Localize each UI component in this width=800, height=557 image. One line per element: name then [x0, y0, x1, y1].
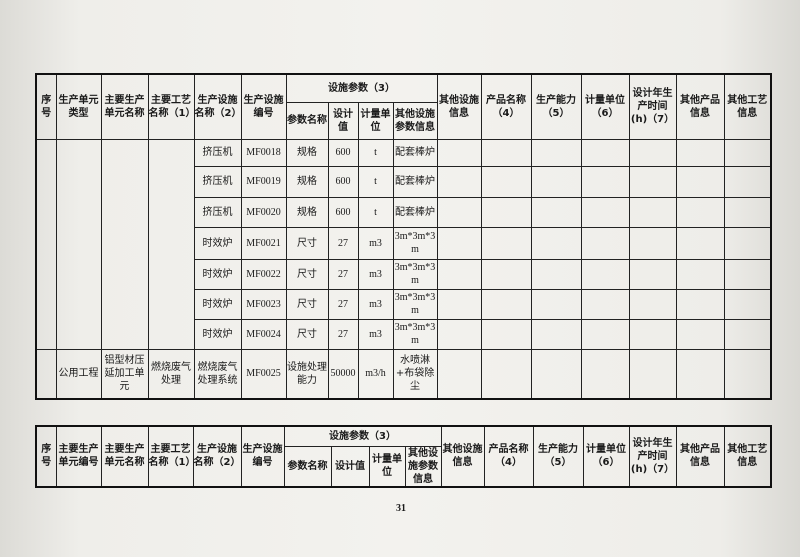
- header-facility-name: 生产设施名称（2）: [193, 73, 242, 140]
- cell-facility-code: MF0025: [240, 348, 287, 400]
- cell-facility-name: 时效炉: [193, 318, 242, 350]
- cell-other-param: 配套棒炉: [392, 196, 438, 228]
- facility-table-1: 序号 生产单元类型 主要生产单元名称 主要工艺名称（1） 生产设施名称（2） 生…: [35, 73, 773, 400]
- header-capacity: 生产能力（5）: [530, 73, 582, 140]
- header-product-name: 产品名称（4）: [483, 425, 534, 487]
- header-facility-name: 生产设施名称（2）: [192, 425, 242, 487]
- table-row: 挤压机 MF0019 规格 600 t 配套棒炉: [36, 165, 772, 198]
- header-other-param: 其他设施参数信息: [392, 101, 438, 140]
- facility-table-2: 序号 主要生产单元编号 主要生产单元名称 主要工艺名称（1） 生产设施名称（2）…: [35, 425, 773, 488]
- cell-other-param: 3m*3m*3m: [392, 226, 438, 260]
- cell-param-name: 尺寸: [285, 288, 329, 320]
- cell-process-name: 燃烧废气处理: [147, 348, 195, 400]
- cell-facility-name: 挤压机: [193, 165, 242, 198]
- cell-facility-name: 挤压机: [193, 138, 242, 167]
- header-design-hours: 设计年生产时间(h)（7）: [628, 425, 677, 487]
- header-seq: 序号: [35, 73, 57, 140]
- header-unit: 计量单位: [357, 101, 394, 140]
- header-measure-unit: 计量单位（6）: [580, 73, 630, 140]
- cell-facility-code: MF0020: [240, 196, 287, 228]
- header-param-name: 参数名称: [285, 101, 329, 140]
- cell-param-name: 尺寸: [285, 226, 329, 260]
- table-row: 公用工程 铝型材压延加工单元 燃烧废气处理 燃烧废气处理系统 MF0025 设施…: [35, 348, 772, 400]
- page-number: 31: [396, 503, 406, 514]
- cell-param-name: 尺寸: [285, 318, 329, 350]
- header-process-name: 主要工艺名称（1）: [147, 425, 194, 487]
- header-facility-code: 生产设施编号: [240, 425, 285, 487]
- cell-unit: m3: [357, 288, 394, 320]
- cell-unit: m3: [357, 258, 394, 290]
- cell-facility-name: 时效炉: [193, 288, 242, 320]
- header-other-process: 其他工艺信息: [723, 73, 772, 140]
- cell-other-param: 3m*3m*3m: [392, 318, 438, 350]
- cell-design-value: 27: [327, 258, 359, 290]
- cell-param-name: 设施处理能力: [285, 348, 329, 400]
- cell-param-name: 规格: [285, 138, 329, 167]
- header-unit: 计量单位: [368, 445, 406, 487]
- table-row: 时效炉 MF0022 尺寸 27 m3 3m*3m*3m: [36, 258, 772, 290]
- table-row: 挤压机 MF0018 规格 600 t 配套棒炉: [35, 138, 772, 350]
- cell-other-param: 水喷淋+布袋除尘: [392, 348, 438, 400]
- header-measure-unit: 计量单位（6）: [582, 425, 630, 487]
- cell-facility-name: 时效炉: [193, 258, 242, 290]
- cell-unit: m3: [357, 318, 394, 350]
- cell-unit: t: [357, 196, 394, 228]
- header-other-product: 其他产品信息: [675, 73, 725, 140]
- header-design-hours: 设计年生产时间(h)（7）: [628, 73, 677, 140]
- cell-facility-name: 时效炉: [193, 226, 242, 260]
- cell-param-name: 尺寸: [285, 258, 329, 290]
- header-params-group: 设施参数（3）: [285, 73, 438, 103]
- cell-param-name: 规格: [285, 165, 329, 198]
- header-main-unit-code: 主要生产单元编号: [55, 425, 102, 487]
- cell-design-value: 27: [327, 318, 359, 350]
- cell-facility-code: MF0018: [240, 138, 287, 167]
- header-param-name: 参数名称: [283, 445, 332, 487]
- cell-unit: t: [357, 138, 394, 167]
- table-row: 时效炉 MF0024 尺寸 27 m3 3m*3m*3m: [36, 318, 772, 350]
- table-row: 时效炉 MF0023 尺寸 27 m3 3m*3m*3m: [36, 288, 772, 320]
- header-design-value: 设计值: [330, 445, 370, 487]
- cell-design-value: 600: [327, 196, 359, 228]
- cell-facility-name: 燃烧废气处理系统: [193, 348, 242, 400]
- cell-param-name: 规格: [285, 196, 329, 228]
- header-main-unit-name: 主要生产单元名称: [100, 425, 149, 487]
- cell-facility-code: MF0019: [240, 165, 287, 198]
- header-capacity: 生产能力（5）: [532, 425, 584, 487]
- header-main-unit-name: 主要生产单元名称: [100, 73, 149, 140]
- header-other-product: 其他产品信息: [675, 425, 725, 487]
- cell-unit-type: 公用工程: [55, 348, 102, 400]
- cell-other-param: 3m*3m*3m: [392, 288, 438, 320]
- header-unit-type: 生产单元类型: [55, 73, 102, 140]
- cell-facility-code: MF0023: [240, 288, 287, 320]
- cell-unit: m3/h: [357, 348, 394, 400]
- table-row: 挤压机 MF0020 规格 600 t 配套棒炉: [36, 196, 772, 228]
- cell-other-param: 配套棒炉: [392, 138, 438, 167]
- cell-main-unit-name: 铝型材压延加工单元: [100, 348, 149, 400]
- header-design-value: 设计值: [327, 101, 359, 140]
- cell-facility-name: 挤压机: [193, 196, 242, 228]
- cell-unit: m3: [357, 226, 394, 260]
- header-process-name: 主要工艺名称（1）: [147, 73, 195, 140]
- header-params-group: 设施参数（3）: [283, 425, 442, 447]
- header-other-param: 其他设施参数信息: [404, 445, 442, 487]
- cell-design-value: 27: [327, 226, 359, 260]
- header-other-facility: 其他设施信息: [440, 425, 485, 487]
- cell-design-value: 50000: [327, 348, 359, 400]
- cell-unit: t: [357, 165, 394, 198]
- table-row: 时效炉 MF0021 尺寸 27 m3 3m*3m*3m: [36, 226, 772, 260]
- cell-design-value: 27: [327, 288, 359, 320]
- cell-facility-code: MF0024: [240, 318, 287, 350]
- cell-other-param: 3m*3m*3m: [392, 258, 438, 290]
- header-facility-code: 生产设施编号: [240, 73, 287, 140]
- cell-facility-code: MF0021: [240, 226, 287, 260]
- cell-design-value: 600: [327, 165, 359, 198]
- header-seq: 序号: [35, 425, 57, 487]
- header-product-name: 产品名称（4）: [480, 73, 532, 140]
- cell-design-value: 600: [327, 138, 359, 167]
- cell-other-param: 配套棒炉: [392, 165, 438, 198]
- header-other-facility: 其他设施信息: [436, 73, 482, 140]
- header-other-process: 其他工艺信息: [723, 425, 772, 487]
- cell-facility-code: MF0022: [240, 258, 287, 290]
